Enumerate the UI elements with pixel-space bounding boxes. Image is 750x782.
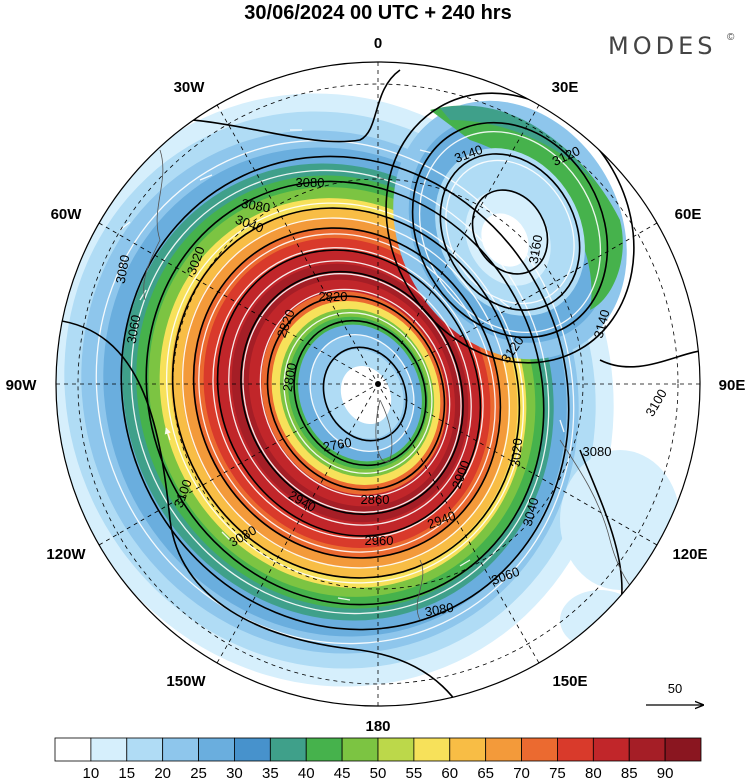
longitude-label-150w: 150W xyxy=(166,673,206,690)
colorbar-swatch xyxy=(557,737,594,762)
polar-map: 3140 312031603140312031003080308030403020… xyxy=(56,62,700,706)
contour-label: 3080 xyxy=(296,175,325,190)
colorbar-swatch xyxy=(592,737,630,762)
colorbar-tick-label: 55 xyxy=(406,765,423,782)
contour-label: 3080 xyxy=(583,444,612,459)
colorbar-swatch xyxy=(485,737,522,762)
contour-label: 2960 xyxy=(365,533,394,548)
contour-label: 3080 xyxy=(240,196,271,216)
contour-label: 3140 xyxy=(591,308,613,340)
colorbar-tick-label: 60 xyxy=(441,765,458,782)
longitude-label-150e: 150E xyxy=(552,673,587,690)
colorbar-swatch xyxy=(521,737,558,762)
longitude-label-60e: 60E xyxy=(675,206,702,223)
colorbar-swatch xyxy=(341,737,379,762)
colorbar-swatch xyxy=(305,737,343,762)
colorbar-tick-label: 30 xyxy=(226,765,243,782)
contour-label: 3160 xyxy=(526,234,546,265)
height-contours xyxy=(56,69,700,706)
contour-label: 2860 xyxy=(361,492,390,507)
longitude-label-120w: 120W xyxy=(46,546,86,563)
longitude-label-0: 0 xyxy=(374,35,382,52)
longitude-label-60w: 60W xyxy=(51,206,83,223)
colorbar-swatch xyxy=(90,737,128,762)
contour-label: 3080 xyxy=(113,254,133,285)
colorbar-swatch xyxy=(628,737,666,762)
colorbar-tick-label: 45 xyxy=(334,765,351,782)
brand-logo: MODES xyxy=(608,32,716,60)
pole-marker xyxy=(375,381,381,387)
chart-title: 30/06/2024 00 UTC + 240 hrs xyxy=(244,2,511,24)
contour-label: 3040 xyxy=(520,496,542,528)
colorbar-tick-label: 35 xyxy=(262,765,279,782)
colorbar-swatch xyxy=(449,737,487,762)
longitude-label-90e: 90E xyxy=(719,377,746,394)
colorbar-tick-label: 70 xyxy=(513,765,530,782)
colorbar: 10 15 20 25 30 35 40 45 50 55 60 65 70 75 80 85 90 xyxy=(54,737,702,782)
longitude-label-180: 180 xyxy=(365,718,390,735)
colorbar-swatch xyxy=(198,737,235,762)
wind-streamlines xyxy=(95,129,602,645)
longitude-labels: 0 30E 60E 90E 120E 150E 180 150W 120W 90W 60W 30W xyxy=(6,35,746,735)
colorbar-swatch xyxy=(126,737,164,762)
longitude-label-120e: 120E xyxy=(672,546,707,563)
colorbar-swatch xyxy=(377,737,415,762)
contour-label: 3020 xyxy=(508,438,525,468)
colorbar-tick-label: 15 xyxy=(118,765,135,782)
colorbar-swatch xyxy=(54,737,92,762)
colorbar-tick-label: 10 xyxy=(83,765,100,782)
colorbar-tick-label: 65 xyxy=(477,765,494,782)
colorbar-tick-label: 50 xyxy=(370,765,387,782)
contour-label: 2820 xyxy=(319,289,348,304)
longitude-label-90w: 90W xyxy=(6,377,38,394)
colorbar-tick-label: 90 xyxy=(657,765,674,782)
contour-label: 3080 xyxy=(424,600,455,620)
longitude-label-30e: 30E xyxy=(552,79,579,96)
colorbar-swatch xyxy=(162,737,199,762)
contour-label: 3060 xyxy=(124,314,144,345)
colorbar-tick-label: 25 xyxy=(190,765,207,782)
colorbar-tick-label: 20 xyxy=(154,765,171,782)
contour-label: 2760 xyxy=(322,435,353,455)
colorbar-tick-label: 75 xyxy=(549,765,566,782)
longitude-label-30w: 30W xyxy=(174,79,206,96)
colorbar-swatch xyxy=(413,737,451,762)
brand-copyright-mark: © xyxy=(727,32,735,43)
reference-vector-label: 50 xyxy=(668,681,682,696)
colorbar-tick-label: 80 xyxy=(585,765,602,782)
colorbar-tick-label: 40 xyxy=(298,765,315,782)
colorbar-swatch xyxy=(664,737,702,762)
colorbar-tick-label: 85 xyxy=(621,765,638,782)
contour-label: 2800 xyxy=(280,362,300,393)
wind-speed-shading xyxy=(56,93,680,687)
map-border xyxy=(55,61,701,707)
colorbar-swatch xyxy=(269,737,307,762)
colorbar-swatch xyxy=(234,737,271,762)
reference-vector: 50 xyxy=(646,681,703,705)
